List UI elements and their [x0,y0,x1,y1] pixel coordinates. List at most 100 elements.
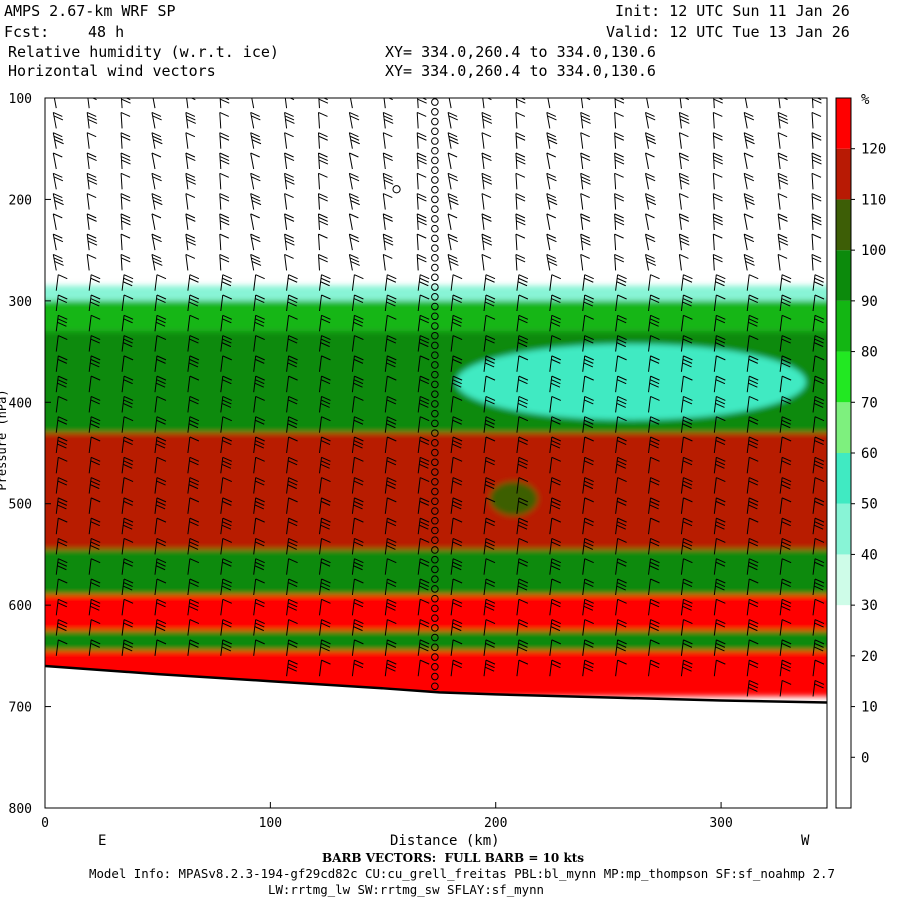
barb-feather [419,642,429,648]
barb-feather [255,379,265,385]
barb-feather [683,558,693,564]
wind-barb [516,477,529,494]
barb-feather [680,119,690,124]
wind-barb [318,578,331,596]
barb-feather [288,659,298,665]
barb-feather [650,335,660,341]
barb-staff [348,132,353,149]
barb-feather [748,298,758,303]
barb-staff [55,457,59,474]
barb-feather [716,314,726,320]
barb-feather [645,135,656,141]
wind-barb [811,172,822,190]
barb-staff [483,294,487,312]
barb-feather [151,152,162,158]
barb-feather [584,399,594,405]
wind-barb [779,477,792,494]
barb-staff [318,98,320,109]
barb-feather [679,253,689,259]
barb-staff [185,213,189,230]
barb-feather [748,480,758,486]
wind-barb [447,233,458,251]
barb-staff [811,234,814,251]
barb-feather [748,379,758,385]
barb-staff [648,518,652,535]
barb-feather [744,172,754,178]
barb-feather [284,253,294,259]
barb-staff [251,98,255,109]
barb-feather [321,497,331,503]
barb-feather [151,253,162,259]
barb-feather [748,358,758,364]
barb-feather [189,375,200,381]
wind-barb [713,558,726,575]
barb-feather [485,358,495,364]
barb-feather [419,281,429,287]
colorbar-label: 20 [861,649,878,665]
barb-feather [151,193,162,199]
barb-feather [353,500,364,506]
barb-feather [387,274,397,280]
wind-barb [187,355,200,372]
barb-feather [151,172,162,178]
column-marker [431,478,439,486]
barb-feather [679,193,689,199]
barb-feather [221,403,232,408]
wind-barb [450,335,463,352]
wind-barb [253,335,265,352]
wind-barb [777,233,789,251]
wind-barb [483,294,496,312]
barb-feather [716,659,726,665]
barb-feather [546,253,557,259]
moist-pocket [489,481,538,516]
barb-staff [88,457,92,474]
barb-feather [188,545,199,550]
barb-feather [354,659,364,665]
wind-barb [250,253,262,271]
barb-staff [318,355,322,372]
barb-feather [222,642,232,648]
barb-feather [152,92,161,96]
barb-feather [417,92,426,96]
barb-feather [781,277,791,283]
barb-feather [417,135,427,141]
barb-feather [87,237,97,243]
barb-feather [383,152,393,158]
wind-barb [348,152,359,170]
barb-feather [288,314,298,320]
wind-barb [55,395,68,413]
barb-staff [220,436,224,454]
barb-feather [551,395,562,401]
barb-staff [286,436,290,454]
barb-staff [812,477,816,494]
barb-feather [222,436,232,442]
wind-barb [516,335,529,352]
barb-feather [781,477,792,483]
barb-feather [749,456,759,462]
wind-barb [712,193,723,210]
wind-barb [648,517,660,535]
barb-feather [781,395,792,401]
wind-barb [516,375,529,393]
barb-feather [288,497,298,503]
barb-feather [581,119,591,124]
wind-barb [812,375,825,393]
barb-feather [748,565,758,571]
barb-feather [318,193,328,199]
barb-feather [650,598,660,604]
wind-barb [746,416,759,433]
wind-barb [417,436,430,454]
wind-barb [582,477,594,494]
barb-feather [383,240,394,246]
barb-feather [255,419,265,425]
wind-barb [253,375,265,393]
barb-feather [482,115,492,121]
wind-barb [417,598,430,616]
barb-staff [812,599,816,616]
barb-feather [349,257,360,263]
barb-feather [682,642,693,648]
barb-feather [123,318,133,324]
barb-feather [90,362,100,368]
barb-feather [518,395,529,401]
wind-barb [549,517,562,535]
